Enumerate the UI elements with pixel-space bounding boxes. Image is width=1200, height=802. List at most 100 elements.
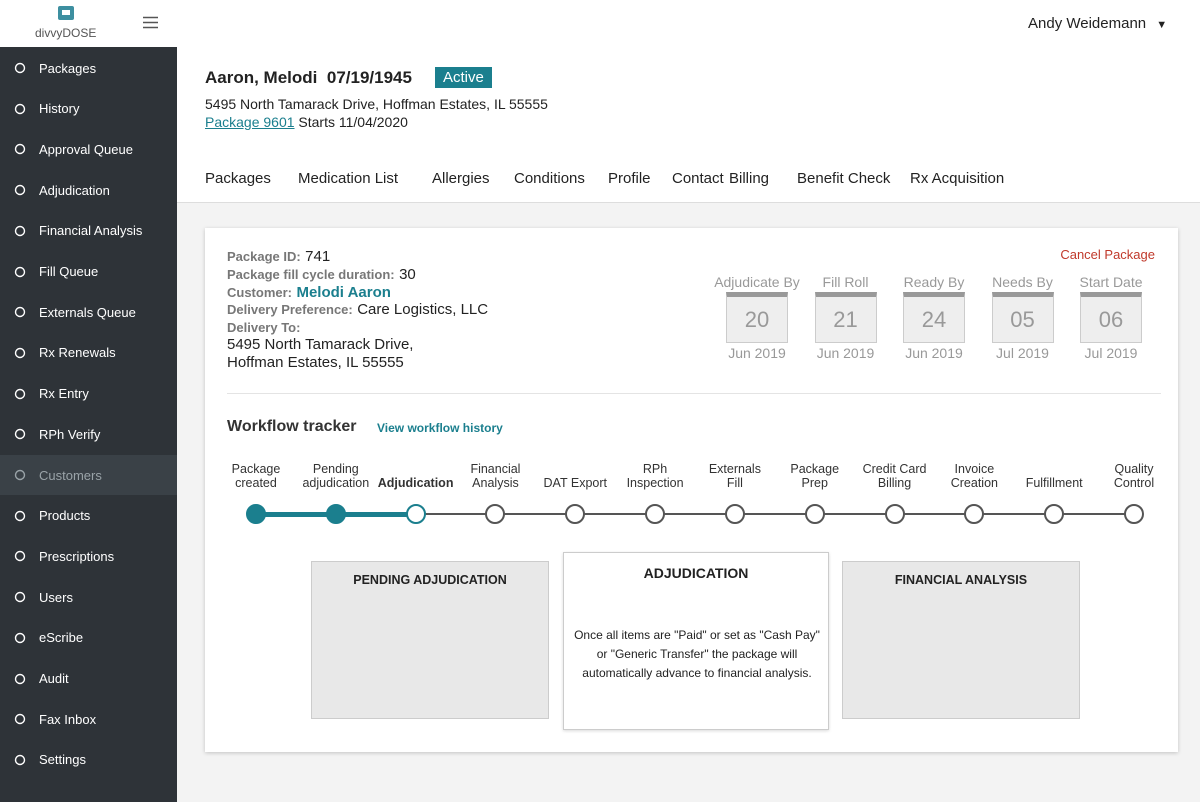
nav-icon [14, 266, 26, 277]
nav-icon [14, 103, 26, 114]
date-month: Jun 2019 [905, 345, 963, 361]
address-line: 5495 North Tamarack Drive, [227, 336, 414, 354]
nav-label: Financial Analysis [39, 223, 143, 239]
step-label-line: Creation [950, 476, 998, 490]
nav-item[interactable]: Audit [0, 659, 177, 699]
tab[interactable]: Rx Acquisition [910, 170, 1005, 187]
detail-value: Care Logistics, LLC [357, 301, 489, 319]
workflow-history-link[interactable]: View workflow history [377, 421, 503, 435]
step-node [804, 504, 825, 524]
nav-item[interactable]: Customers [0, 455, 177, 495]
detail-row: Package fill cycle duration: 30 [227, 266, 416, 284]
detail-label: Delivery To: [227, 320, 301, 336]
logo-area: divvyDOSE [0, 0, 177, 47]
sidebar [0, 0, 177, 802]
step-node [405, 504, 426, 524]
step-label: Adjudication [371, 476, 461, 490]
nav-label: Customers [39, 467, 102, 483]
tab[interactable]: Profile [608, 170, 651, 187]
nav-icon [14, 62, 26, 74]
step-label-line: Adjudication [377, 476, 454, 490]
detail-label: Package ID: [227, 249, 301, 264]
tab[interactable]: Packages [205, 170, 271, 187]
step-label: Financial Analysis [450, 462, 540, 490]
step-label-line: Package [790, 462, 840, 476]
cancel-button[interactable]: Cancel Package [1060, 247, 1155, 262]
step-label: Pending adjudication [291, 462, 381, 490]
nav-item[interactable]: eScribe [0, 618, 177, 658]
nav-item[interactable]: Financial Analysis [0, 211, 177, 251]
logo-icon [58, 6, 74, 20]
nav-icon [14, 144, 26, 155]
nav-item[interactable]: Rx Renewals [0, 333, 177, 373]
detail-row: Customer: Melodi Aaron [227, 284, 391, 302]
nav-icon [14, 673, 26, 684]
nav-item[interactable]: Externals Queue [0, 292, 177, 332]
nav-item[interactable]: Fax Inbox [0, 699, 177, 739]
step-label-line: created [235, 476, 277, 490]
workflow-title: Workflow tracker [227, 418, 357, 435]
step-node [325, 504, 346, 524]
nav-label: Products [39, 508, 91, 524]
nav-item[interactable]: Packages [0, 48, 177, 88]
date-day: 05 [1010, 307, 1035, 332]
nav-icon [14, 754, 26, 766]
step-label: RPh Inspection [610, 462, 700, 490]
detail-label: Delivery Preference: [227, 302, 353, 318]
nav-item[interactable]: Settings [0, 740, 177, 780]
package-link[interactable]: Package 9601 [205, 114, 295, 130]
tab[interactable]: Contact [672, 170, 724, 187]
track-line [256, 513, 1134, 515]
nav-item[interactable]: Rx Entry [0, 374, 177, 414]
date-month: Jun 2019 [816, 345, 875, 361]
nav-icon [14, 551, 26, 562]
nav-item[interactable]: Prescriptions [0, 536, 177, 576]
nav-icon [14, 225, 26, 236]
date-day: 21 [833, 307, 858, 332]
step-label-line: Prep [801, 476, 828, 490]
nav-item[interactable]: Approval Queue [0, 129, 177, 169]
nav-item[interactable]: History [0, 89, 177, 129]
menu-toggle[interactable] [143, 16, 158, 29]
step-node [1124, 504, 1144, 524]
step-label-line: Financial [470, 462, 521, 476]
nav-label: Rx Renewals [39, 345, 116, 361]
date-day: 24 [921, 307, 947, 332]
nav-label: Users [39, 589, 73, 605]
step-node [884, 504, 905, 524]
nav-label: Rx Entry [39, 386, 89, 402]
detail-label: Customer: [227, 284, 293, 300]
step-node [724, 504, 745, 524]
user-menu[interactable]: Andy Weidemann ▼ [1028, 15, 1168, 32]
tab[interactable]: Medication List [298, 170, 399, 187]
nav-item[interactable]: RPh Verify [0, 414, 177, 454]
panel-body: Once all items are "Paid" or set as "Cas… [574, 628, 820, 680]
step-label: Quality Control [1089, 462, 1179, 490]
nav-item[interactable]: Users [0, 577, 177, 617]
tab[interactable]: Benefit Check [797, 170, 891, 187]
step-label-line: Control [1113, 476, 1155, 490]
step-label: Invoice Creation [929, 462, 1019, 490]
nav-item[interactable]: Adjudication [0, 170, 177, 210]
step-label-line: Credit Card [862, 462, 927, 476]
status-badge: Active [435, 67, 492, 88]
tab[interactable]: Conditions [514, 170, 585, 187]
tab[interactable]: Billing [729, 170, 770, 187]
user-name: Andy Weidemann [1028, 15, 1147, 32]
date-box: 21 [814, 292, 877, 343]
stage-panel: FINANCIAL ANALYSIS [842, 561, 1080, 719]
step-node [485, 504, 506, 524]
patient-address: 5495 North Tamarack Drive, Hoffman Estat… [205, 96, 548, 112]
step-label: DAT Export [530, 476, 620, 490]
nav-label: Fax Inbox [39, 711, 97, 727]
nav-icon [14, 306, 26, 318]
step-label-line: Billing [877, 476, 912, 490]
nav-icon [14, 347, 26, 359]
step-label-line: Inspection [626, 476, 684, 490]
address-line: Hoffman Estates, IL 55555 [227, 354, 404, 372]
nav-item[interactable]: Fill Queue [0, 252, 177, 292]
step-label-line: Pending [312, 462, 359, 476]
tab[interactable]: Allergies [432, 170, 490, 187]
patient-dob: 07/19/1945 [326, 68, 412, 87]
nav-item[interactable]: Products [0, 496, 177, 536]
